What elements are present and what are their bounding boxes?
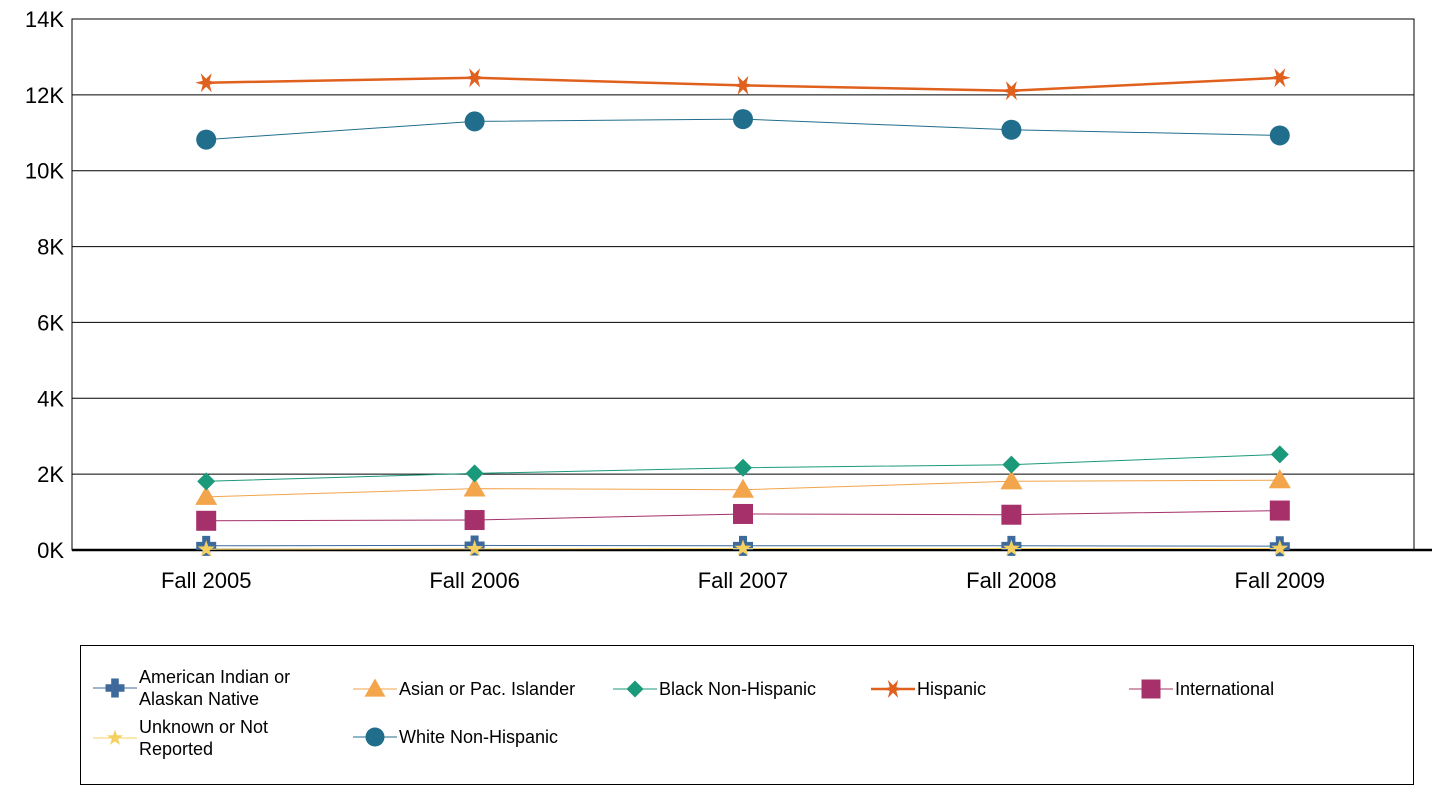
data-point: [1268, 469, 1291, 489]
x-tick-label: Fall 2008: [966, 568, 1057, 593]
data-point: [464, 510, 485, 531]
data-point: [466, 539, 484, 557]
legend-item-unknown: Unknown or Not Reported: [93, 716, 299, 760]
series-5: [197, 539, 1289, 557]
legend-label-international: International: [1175, 679, 1275, 699]
data-point: [195, 485, 218, 505]
legend-marker: [626, 680, 644, 698]
legend-swatch-international: [1129, 679, 1173, 699]
data-point: [733, 503, 753, 524]
legend-marker: [365, 727, 385, 747]
data-point: [464, 111, 485, 132]
data-point: [1271, 539, 1289, 556]
series-6: [196, 109, 1290, 150]
data-point: [1270, 445, 1289, 464]
y-tick-label: 6K: [37, 310, 64, 335]
legend-marker: [364, 678, 386, 697]
series-lines: [195, 68, 1291, 557]
legend-label-unknown: Unknown or Not Reported: [139, 717, 269, 759]
x-tick-label: Fall 2009: [1235, 568, 1326, 593]
data-point: [1268, 68, 1291, 88]
y-tick-label: 2K: [37, 462, 64, 487]
data-point: [197, 472, 216, 491]
y-tick-label: 10K: [25, 159, 64, 184]
data-point: [197, 540, 215, 557]
legend-swatch-white: [353, 727, 397, 747]
series-3: [195, 68, 1291, 101]
data-point: [1001, 504, 1022, 525]
x-tick-label: Fall 2007: [698, 568, 789, 593]
data-point: [195, 73, 218, 93]
legend-marker: [105, 678, 125, 698]
data-point: [1002, 539, 1020, 556]
y-tick-label: 12K: [25, 83, 64, 108]
legend-item-hispanic: Hispanic: [871, 676, 986, 702]
data-point: [1000, 470, 1023, 490]
data-point: [1000, 81, 1023, 101]
legend-marker: [882, 679, 904, 699]
legend-swatch-unknown: [93, 729, 137, 745]
data-point: [463, 68, 486, 88]
data-point: [196, 129, 217, 150]
gridlines: [72, 94, 1414, 475]
data-point: [196, 510, 217, 531]
tick-labels: 0K 2K 4K 6K 8K 10K 12K 14K Fall 2005 Fall 2006 Fal…: [25, 7, 1325, 593]
series-4: [196, 500, 1290, 531]
legend-label-asian: Asian or Pac. Islander: [399, 679, 576, 699]
y-tick-label: 0K: [37, 538, 64, 563]
legend-swatch-black: [613, 680, 657, 698]
legend-label-black: Black Non-Hispanic: [659, 679, 817, 699]
legend-swatch-american-indian: [93, 678, 137, 698]
x-tick-label: Fall 2005: [161, 568, 252, 593]
series-1: [195, 469, 1291, 505]
data-point: [732, 478, 754, 498]
data-point: [463, 477, 486, 497]
series-2: [197, 445, 1289, 491]
y-tick-label: 4K: [37, 386, 64, 411]
y-tick-label: 8K: [37, 235, 64, 260]
data-point: [1001, 119, 1022, 140]
legend-marker: [106, 729, 124, 745]
legend-label-hispanic: Hispanic: [917, 679, 987, 699]
axes: [71, 18, 1432, 552]
data-point: [1269, 125, 1290, 146]
legend-item-american-indian: American Indian or Alaskan Native: [93, 666, 329, 710]
data-point: [465, 464, 484, 483]
data-point: [734, 458, 752, 477]
data-point: [733, 109, 753, 130]
x-tick-label: Fall 2006: [429, 568, 520, 593]
legend-item-white: White Non-Hispanic: [353, 724, 558, 750]
legend-item-international: International: [1129, 676, 1274, 702]
legend-swatch-hispanic: [871, 679, 915, 699]
legend-item-black: Black Non-Hispanic: [613, 676, 816, 702]
legend-marker: [1141, 679, 1161, 699]
legend-label-white: White Non-Hispanic: [399, 727, 559, 747]
data-point: [1269, 500, 1290, 521]
chart-legend: American Indian or Alaskan Native Asian …: [80, 645, 1414, 785]
data-point: [1002, 455, 1021, 474]
legend-swatch-asian: [353, 678, 397, 697]
data-point: [734, 539, 752, 556]
y-tick-label: 14K: [25, 7, 64, 32]
data-point: [732, 75, 754, 95]
legend-item-asian: Asian or Pac. Islander: [353, 676, 575, 702]
line-chart: 0K 2K 4K 6K 8K 10K 12K 14K Fall 2005 Fall 2006 Fal…: [25, 7, 1432, 593]
legend-label-american-indian: American Indian or Alaskan Native: [139, 667, 291, 709]
